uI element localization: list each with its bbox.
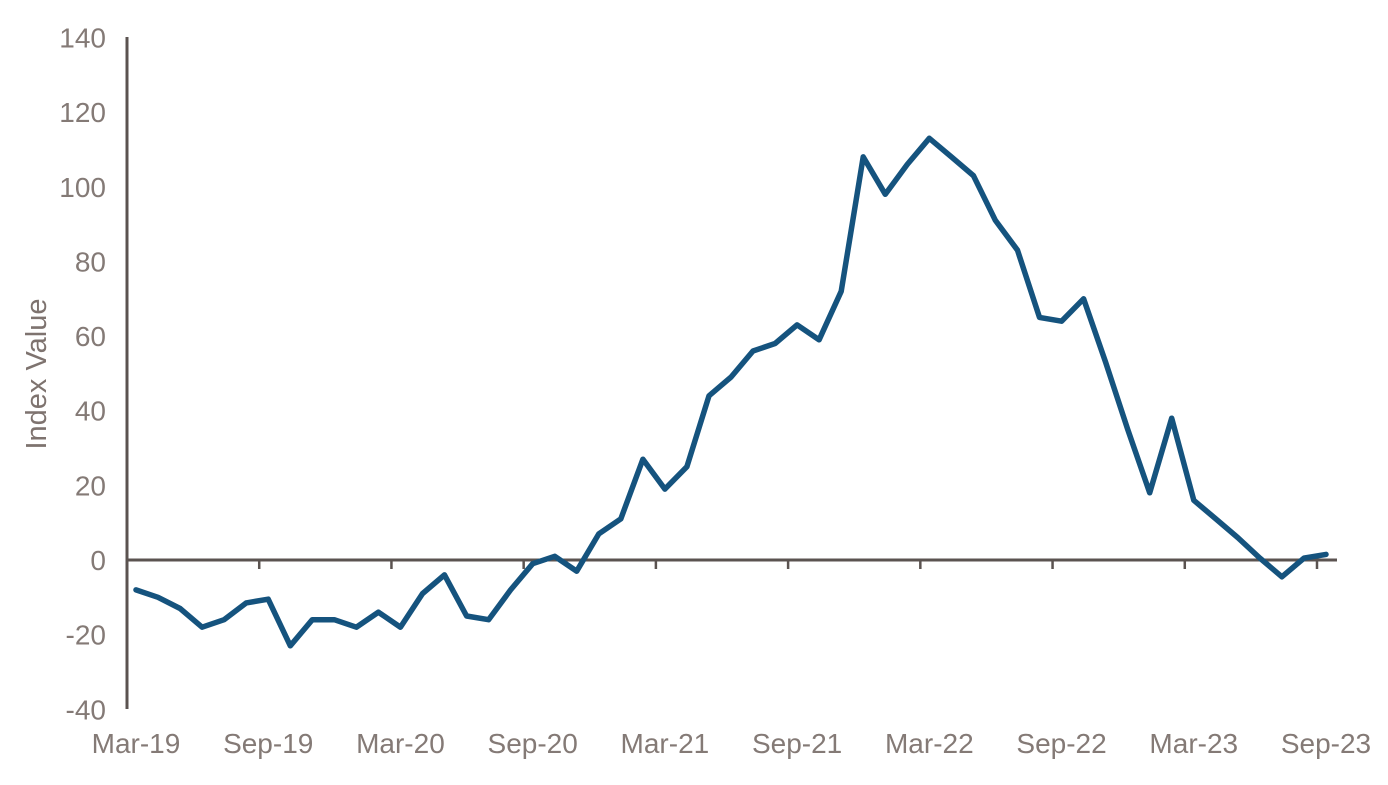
x-axis-ticks xyxy=(125,560,1319,569)
x-tick-label: Mar-21 xyxy=(621,728,710,759)
x-tick-label: Sep-19 xyxy=(223,728,313,759)
x-tick-label: Mar-19 xyxy=(92,728,181,759)
series-line xyxy=(133,135,1329,649)
y-tick-label: 120 xyxy=(59,97,106,128)
y-axis-tick-labels: -40 -20 0 20 40 60 80 100 120 140 xyxy=(59,23,106,726)
x-axis-tick-labels: Mar-19 Sep-19 Mar-20 Sep-20 Mar-21 Sep-21 Mar-… xyxy=(92,728,1371,759)
y-tick-label: 0 xyxy=(90,545,106,576)
x-tick-label: Mar-22 xyxy=(885,728,974,759)
y-tick-label: 20 xyxy=(75,470,106,501)
x-tick-label: Sep-20 xyxy=(488,728,578,759)
y-tick-label: -40 xyxy=(66,694,106,725)
y-tick-label: 80 xyxy=(75,246,106,277)
y-axis-title: Index Value xyxy=(21,298,53,449)
y-tick-label: 40 xyxy=(75,396,106,427)
y-tick-label: -20 xyxy=(66,620,106,651)
x-tick-label: Sep-22 xyxy=(1016,728,1106,759)
x-tick-label: Sep-23 xyxy=(1281,728,1371,759)
y-tick-label: 140 xyxy=(59,23,106,54)
y-tick-label: 60 xyxy=(75,321,106,352)
x-tick-label: Sep-21 xyxy=(752,728,842,759)
y-tick-label: 100 xyxy=(59,172,106,203)
x-tick-label: Mar-20 xyxy=(356,728,445,759)
x-tick-label: Mar-23 xyxy=(1149,728,1238,759)
